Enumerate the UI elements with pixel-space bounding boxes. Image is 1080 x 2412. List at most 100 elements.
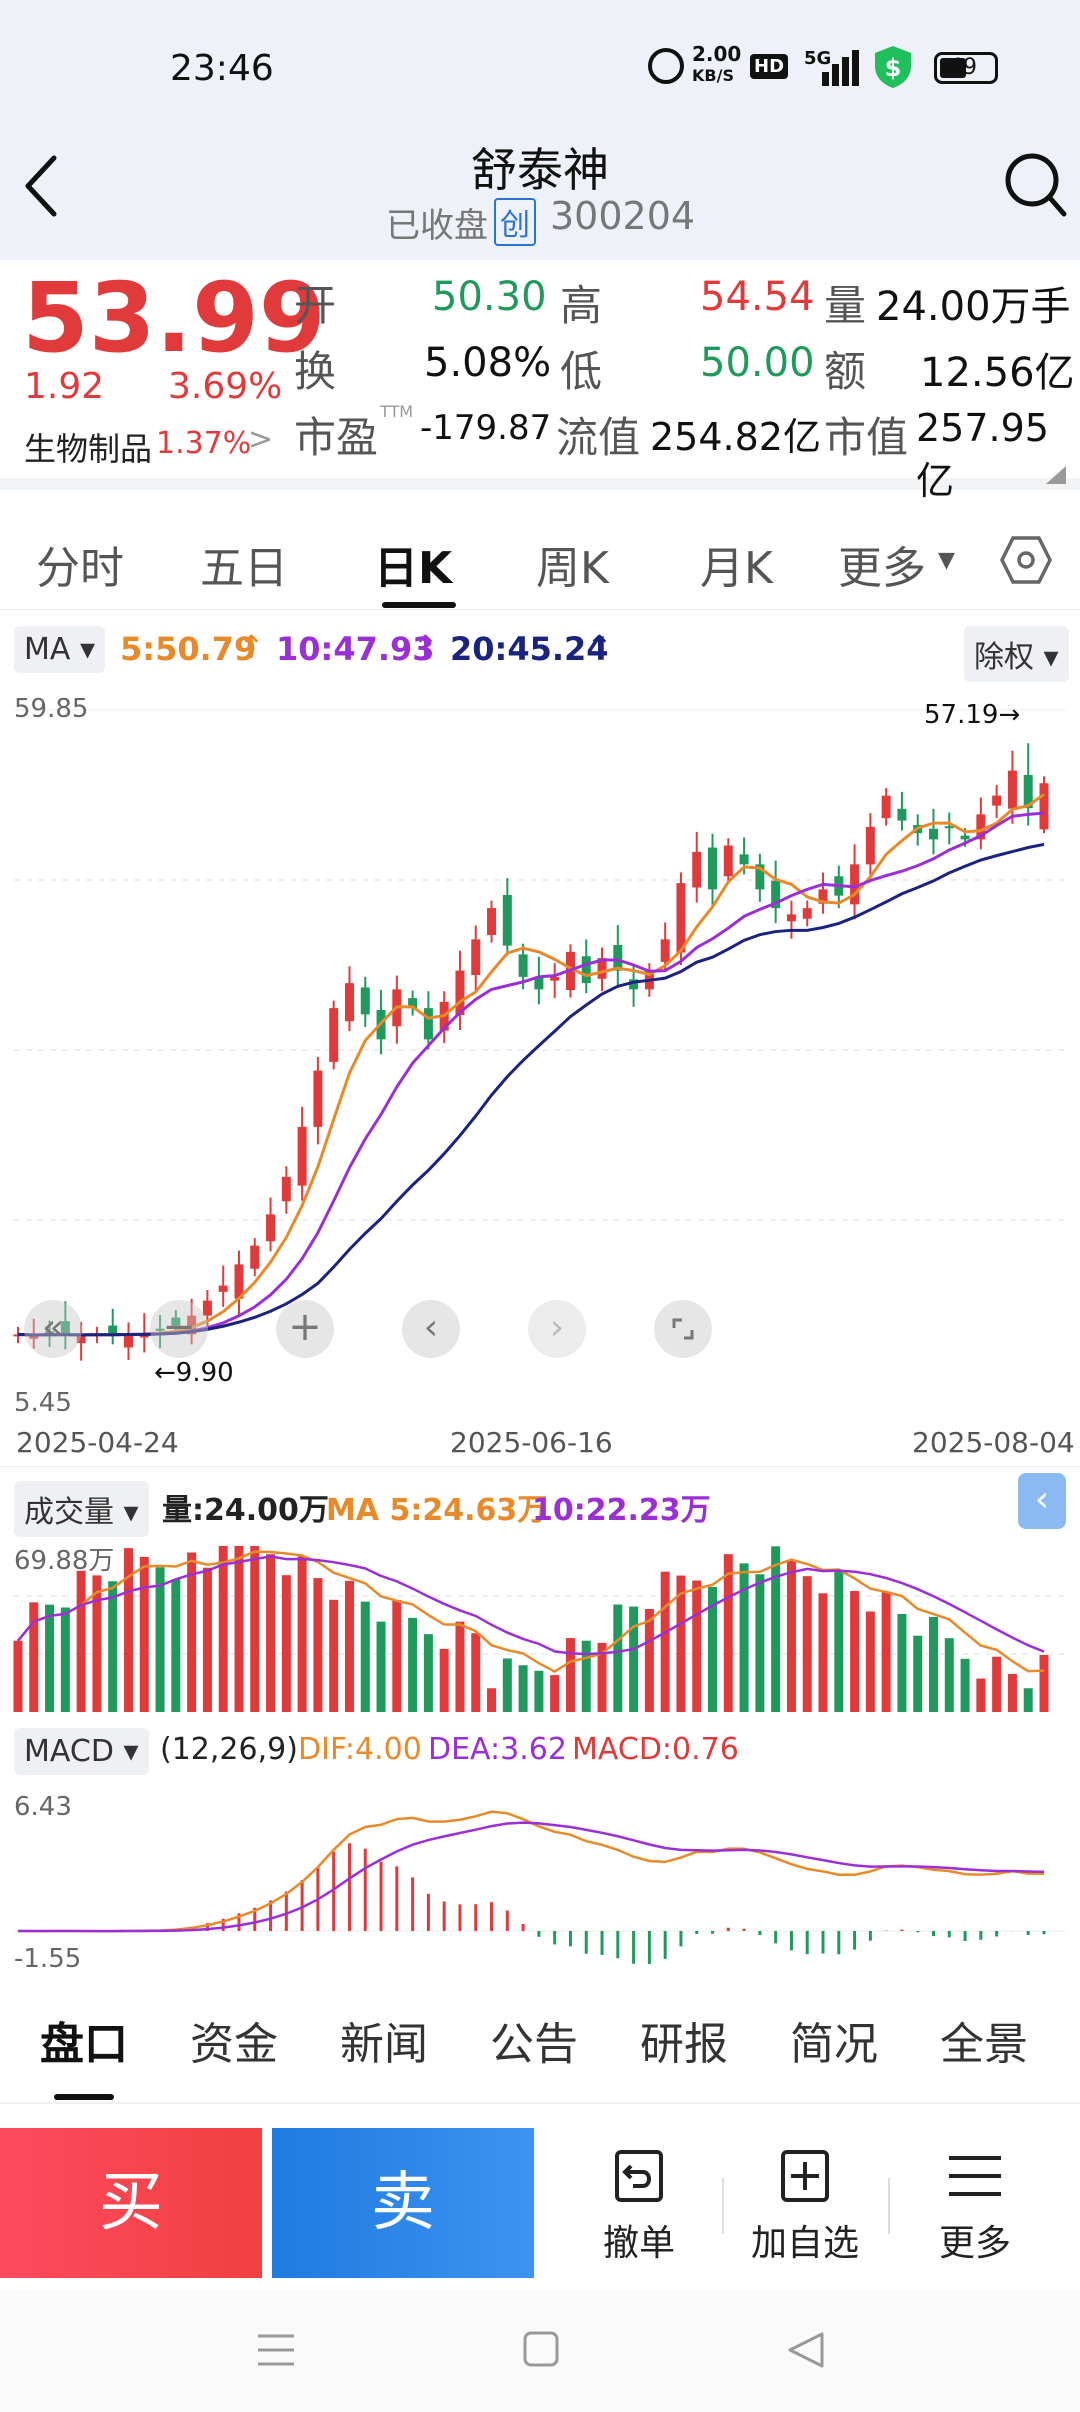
macd-selector-chip[interactable]: MACD ▾ (14, 1728, 149, 1775)
volume-chart[interactable] (0, 1536, 1080, 1716)
date-axis: 2025-04-24 2025-06-16 2025-08-04 (0, 1420, 1080, 1460)
candle-body (76, 1335, 86, 1344)
float-cap-label: 流值 (556, 413, 641, 462)
cancel-order-button[interactable]: 撤单 (564, 2148, 714, 2266)
status-time: 23:46 (170, 48, 274, 89)
sector-name[interactable]: 生物制品 (24, 430, 153, 468)
tab-overview[interactable]: 全景 (940, 2019, 1028, 2070)
buy-button[interactable]: 买 (0, 2128, 262, 2278)
tab-daily-k[interactable]: 日K (374, 543, 453, 594)
candle-body (897, 808, 907, 821)
date-tick: 2025-04-24 (16, 1426, 179, 1459)
candle-body (581, 956, 591, 984)
amount-value: 12.56亿 (920, 350, 1075, 396)
macd-dea: DEA:3.62 (428, 1732, 567, 1767)
volume-ma5: MA 5:24.63万 (326, 1493, 548, 1528)
volume-bar (581, 1640, 591, 1712)
candle-body (708, 847, 718, 890)
volume-bar (976, 1678, 986, 1712)
ma10-value: 10:47.93 (276, 630, 435, 668)
volume-bar (518, 1665, 528, 1712)
tab-more[interactable]: 更多 (838, 543, 926, 594)
tab-profile[interactable]: 简况 (790, 2019, 878, 2070)
tab-five-day[interactable]: 五日 (200, 543, 288, 594)
low-label: 低 (560, 347, 603, 396)
candle-body (329, 1008, 339, 1062)
scroll-right-icon[interactable]: › (528, 1300, 586, 1358)
cancel-order-icon (615, 2150, 663, 2202)
adjust-selector-chip[interactable]: 除权 ▾ (964, 626, 1069, 682)
candlestick-chart[interactable] (0, 690, 1080, 1410)
zoom-in-icon[interactable]: + (276, 1300, 334, 1358)
volume-bar (897, 1613, 907, 1712)
back-arrow-icon[interactable] (22, 154, 62, 218)
tab-capital-flow[interactable]: 资金 (190, 2019, 278, 2070)
volume-bar (202, 1567, 212, 1712)
volume-bar (850, 1590, 860, 1712)
more-actions-button[interactable]: 更多 (900, 2148, 1050, 2266)
tab-monthly-k[interactable]: 月K (700, 543, 773, 594)
volume-legend-row: 成交量 ▾ 量:24.00万 MA 5:24.63万 10:22.23万 ‹ (0, 1466, 1080, 1538)
candle-body (944, 826, 954, 829)
volume-bar (281, 1575, 291, 1712)
expand-corner-icon[interactable] (1046, 466, 1066, 484)
candle-body (471, 939, 481, 975)
volume-bar (139, 1556, 149, 1712)
tab-order-book[interactable]: 盘口 (40, 2019, 128, 2070)
tab-intraday[interactable]: 分时 (36, 543, 124, 594)
tab-news[interactable]: 新闻 (340, 2019, 428, 2070)
signal-label: 5G (804, 48, 832, 69)
caret-down-icon: ▼ (938, 548, 955, 573)
ma20-line (17, 842, 1045, 1337)
divider (722, 2178, 724, 2234)
volume-selector-chip[interactable]: 成交量 ▾ (14, 1481, 149, 1537)
candle-body (487, 908, 497, 935)
volume-bar (92, 1575, 102, 1712)
volume-bar (708, 1586, 718, 1712)
macd-chart[interactable] (0, 1784, 1080, 1974)
scroll-start-icon[interactable]: « (24, 1300, 82, 1358)
tab-announcements[interactable]: 公告 (490, 2019, 578, 2070)
fullscreen-icon[interactable] (654, 1300, 712, 1358)
zoom-out-icon[interactable]: − (150, 1300, 208, 1358)
add-watchlist-button[interactable]: 加自选 (730, 2148, 880, 2266)
system-navigation-bar (0, 2290, 1080, 2412)
volume-bar (187, 1552, 197, 1712)
tab-research[interactable]: 研报 (640, 2019, 728, 2070)
more-actions-label: 更多 (938, 2223, 1011, 2264)
candle-body (771, 880, 781, 909)
net-unit: KB/S (692, 66, 734, 85)
candle-body (929, 828, 939, 840)
volume-bar (1007, 1673, 1017, 1712)
candle-body (29, 1335, 39, 1339)
turnover-label: 换 (294, 347, 337, 396)
recent-apps-icon[interactable] (256, 2332, 296, 2368)
high-marker-label: 57.19→ (924, 700, 1021, 730)
low-value: 50.00 (700, 340, 815, 386)
macd-axis-min: -1.55 (14, 1944, 82, 1974)
back-icon[interactable] (786, 2330, 826, 2370)
ma-selector-chip[interactable]: MA ▾ (14, 626, 106, 673)
candle-body (739, 854, 749, 865)
volume-bar (818, 1593, 828, 1712)
ma-legend-row: MA ▾ 5:50.79 ↑ 10:47.93 ↑ 20:45.24 ↑ 除权 … (0, 612, 1080, 698)
home-icon[interactable] (522, 2330, 560, 2368)
volume-bar (218, 1546, 228, 1712)
settings-hexagon-icon[interactable] (1000, 534, 1052, 586)
open-label: 开 (294, 281, 337, 330)
sell-button[interactable]: 卖 (272, 2128, 534, 2278)
chevron-right-icon[interactable]: > (248, 422, 274, 457)
volume-today: 量:24.00万 (162, 1493, 329, 1528)
ma5-value: 5:50.79 (120, 630, 257, 668)
search-icon[interactable] (1004, 152, 1068, 220)
scroll-left-icon[interactable]: ‹ (402, 1300, 460, 1358)
collapse-panel-icon[interactable]: ‹ (1018, 1473, 1066, 1529)
sector-pct[interactable]: 1.37% (156, 426, 252, 461)
volume-bar (155, 1567, 165, 1712)
y-axis-max: 59.85 (14, 694, 89, 724)
open-value: 50.30 (432, 274, 547, 320)
stock-code: 300204 (550, 194, 696, 238)
candle-body (171, 1317, 181, 1326)
volume-bar (865, 1611, 875, 1712)
tab-weekly-k[interactable]: 周K (536, 543, 609, 594)
